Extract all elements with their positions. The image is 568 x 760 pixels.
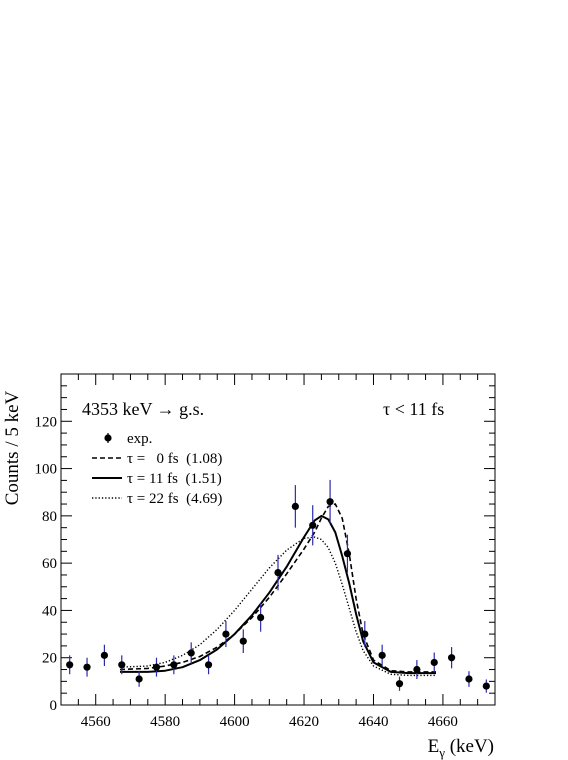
data-point xyxy=(100,651,108,659)
lifetime-annotation: τ < 11 fs xyxy=(383,399,444,419)
data-point xyxy=(83,663,91,671)
data-point xyxy=(482,682,490,690)
legend: exp. τ = 0 fs (1.08) τ = 11 fs (1.51) τ … xyxy=(92,431,222,507)
x-tick-label: 4620 xyxy=(289,714,319,730)
data-point xyxy=(448,654,456,662)
model-curves xyxy=(119,503,436,677)
legend-label-0fs: τ = 0 fs (1.08) xyxy=(127,451,222,467)
x-axis-label-subscript: γ xyxy=(438,745,445,760)
x-tick-label: 4640 xyxy=(358,714,388,730)
data-point xyxy=(118,661,126,669)
data-point xyxy=(361,630,369,638)
data-point xyxy=(395,680,404,688)
data-point xyxy=(274,569,282,577)
data-point xyxy=(135,675,143,683)
data-point xyxy=(343,550,352,558)
y-tick-label: 120 xyxy=(35,414,58,430)
curve-11fs xyxy=(120,514,436,675)
data-point xyxy=(465,675,473,683)
y-tick-label: 0 xyxy=(50,698,58,714)
curve-22fs xyxy=(119,536,436,677)
data-point xyxy=(170,661,178,669)
curve-0fs xyxy=(119,503,436,673)
data-point xyxy=(66,661,74,669)
data-point xyxy=(309,521,317,529)
data-point xyxy=(326,498,334,506)
data-points xyxy=(66,479,490,693)
x-tick-label: 4580 xyxy=(150,714,180,730)
data-point xyxy=(187,649,195,657)
x-axis-label: Eγ (keV) xyxy=(428,736,494,760)
x-axis-label-main: E xyxy=(428,736,440,757)
x-tick-label: 4600 xyxy=(220,714,250,730)
y-tick-label: 20 xyxy=(42,651,57,667)
x-axis-label-unit: (keV) xyxy=(445,736,494,757)
plot-frame xyxy=(60,373,496,706)
data-point xyxy=(204,661,213,669)
y-tick-label: 60 xyxy=(42,556,57,572)
legend-label-22fs: τ = 22 fs (4.69) xyxy=(127,491,222,507)
y-tick-label: 100 xyxy=(35,462,58,478)
y-tick-label: 80 xyxy=(42,509,57,525)
legend-label-11fs: τ = 11 fs (1.51) xyxy=(127,471,222,487)
x-tick-label: 4560 xyxy=(81,714,111,730)
x-tick-label: 4660 xyxy=(428,714,458,730)
axes: 4560 4580 4600 4620 4640 4660 0 20 40 60 80 100 120 xyxy=(35,373,496,730)
data-point xyxy=(430,658,438,667)
y-tick-label: 40 xyxy=(42,603,57,619)
legend-label-exp: exp. xyxy=(127,431,152,447)
y-axis-label: Counts / 5 keV xyxy=(2,390,23,505)
data-point xyxy=(222,630,230,638)
data-point xyxy=(378,651,386,659)
legend-marker-point xyxy=(104,434,112,442)
data-point xyxy=(239,637,247,645)
chart-title: 4353 keV → g.s. xyxy=(82,399,204,419)
data-point xyxy=(413,665,421,674)
data-point xyxy=(152,663,161,671)
data-point xyxy=(291,502,299,510)
data-point xyxy=(257,613,265,622)
